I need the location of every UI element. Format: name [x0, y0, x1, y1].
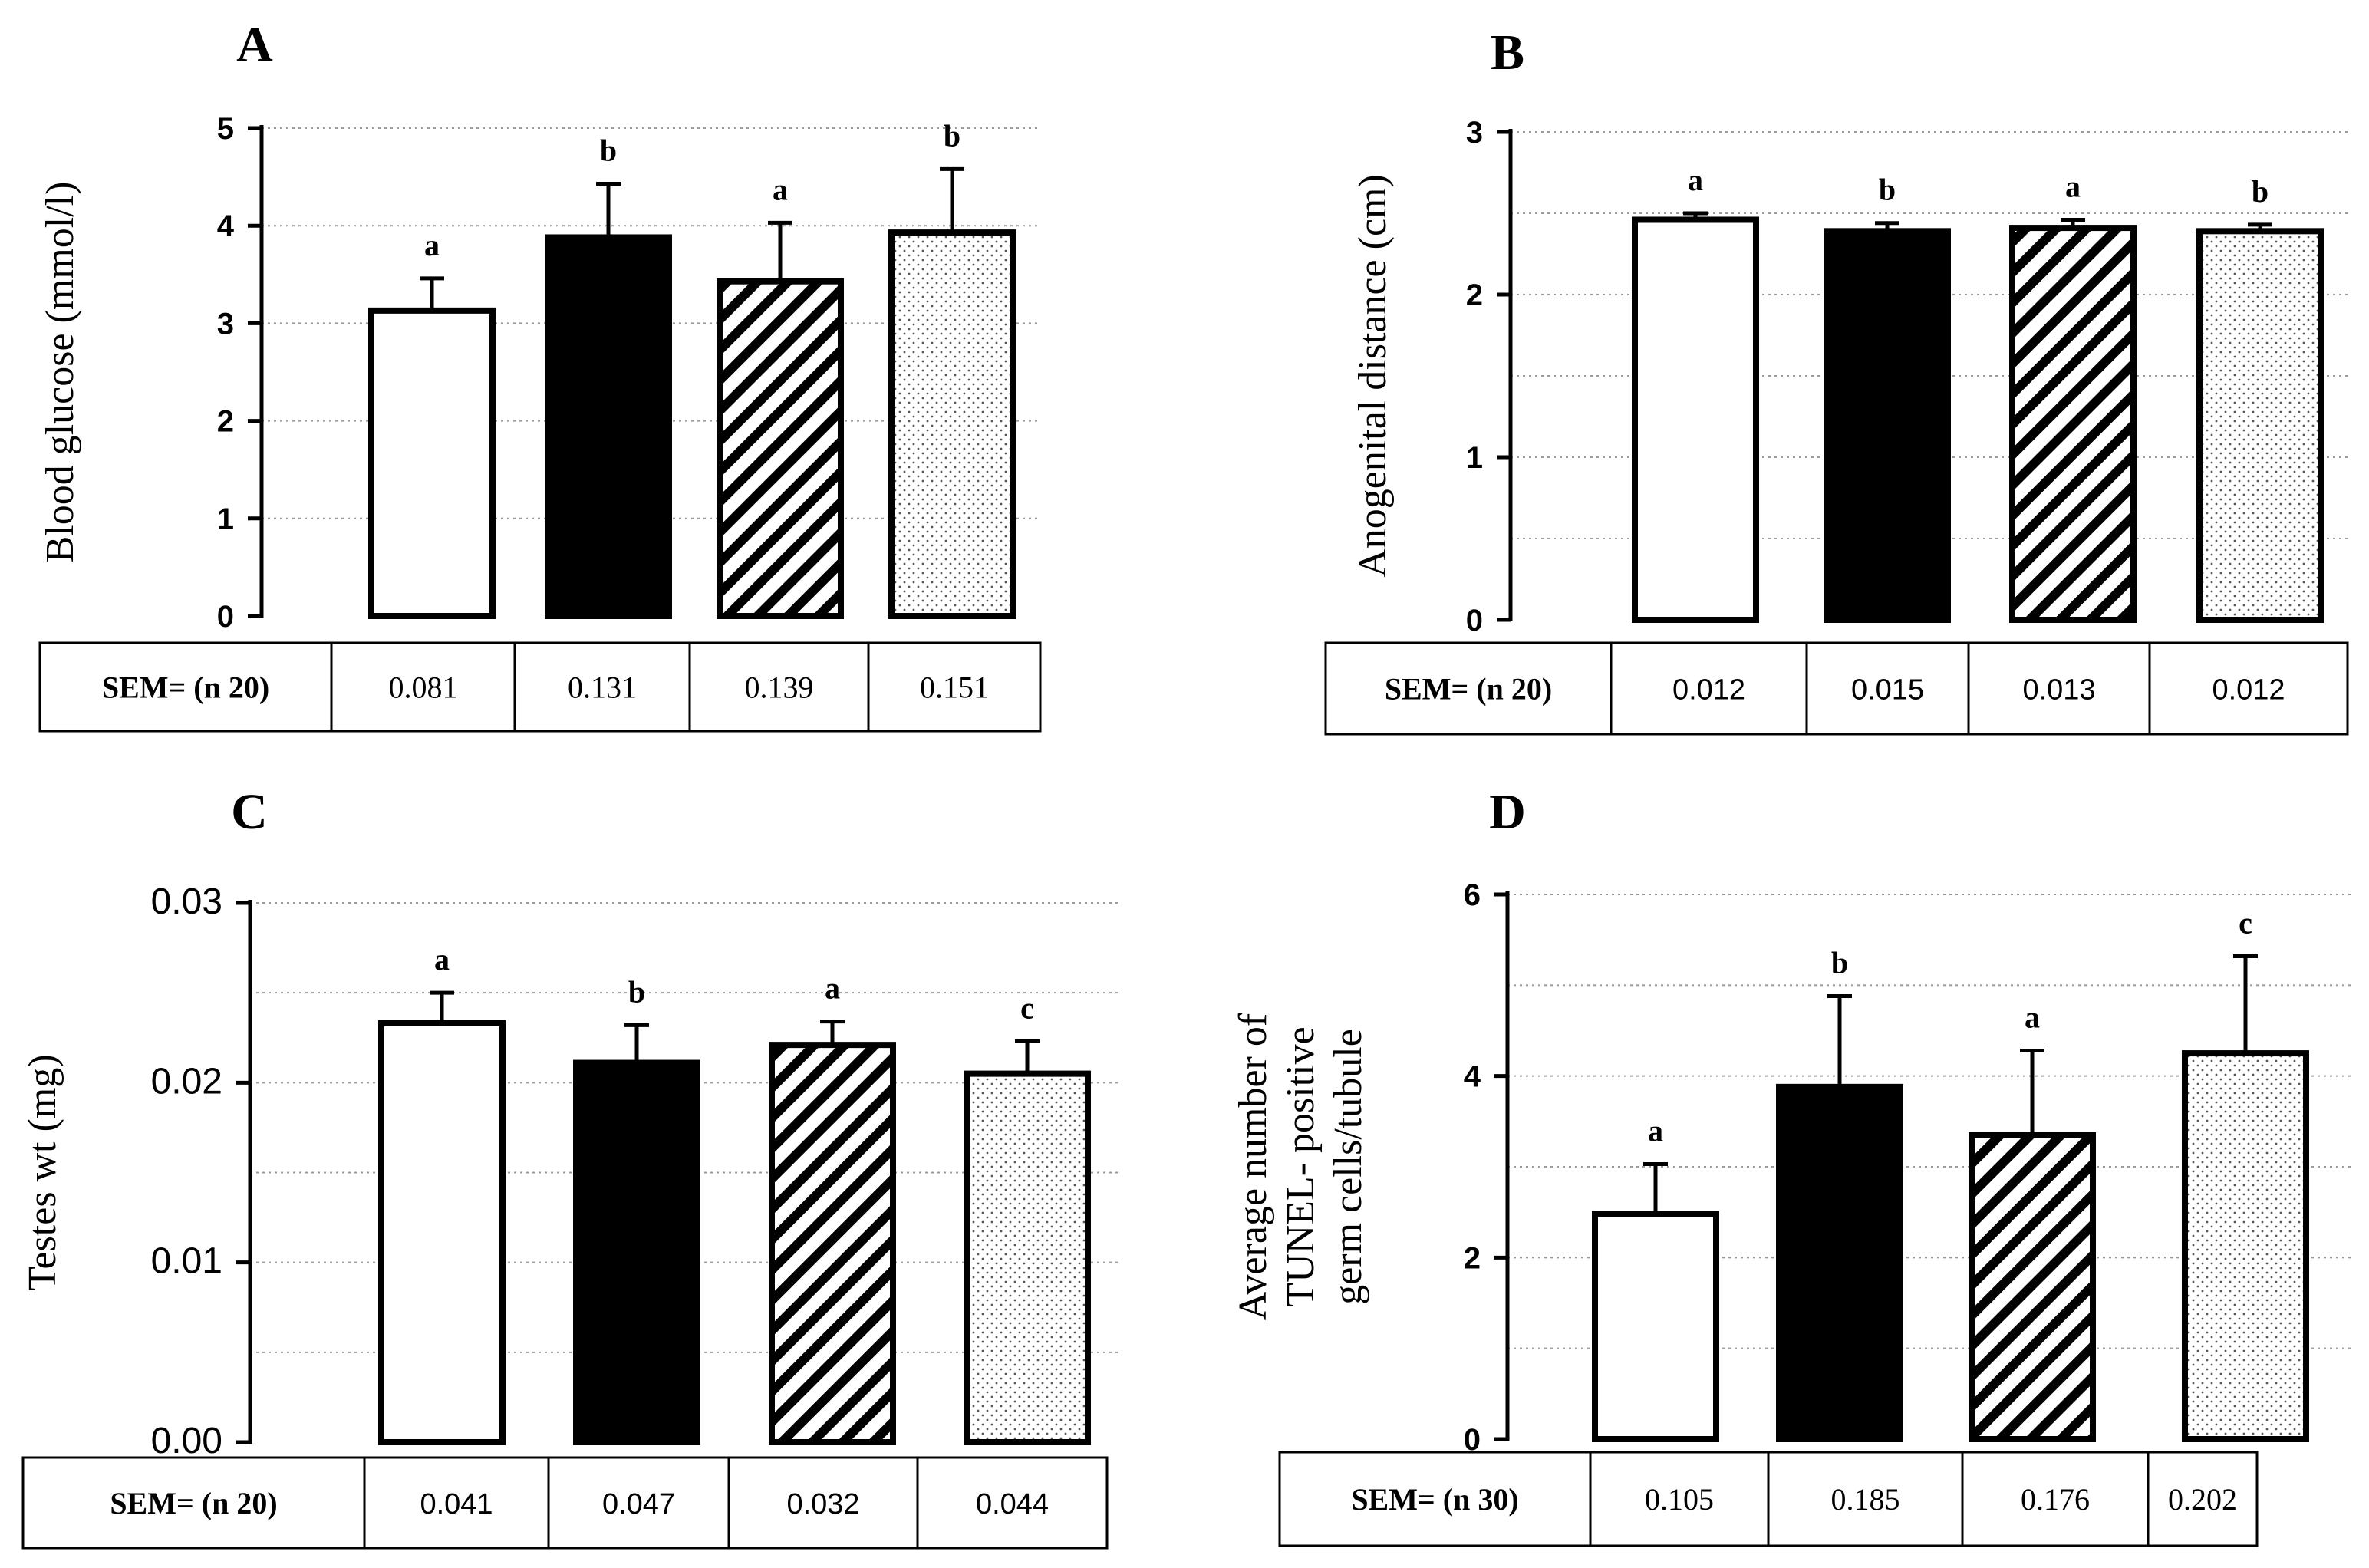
sem-value: 0.047 — [602, 1488, 675, 1520]
sem-value: 0.032 — [786, 1488, 859, 1520]
bar — [888, 229, 1016, 619]
significance-label: a — [2025, 1000, 2040, 1035]
bar — [2182, 1050, 2309, 1443]
y-tick-label: 2 — [1466, 278, 1483, 312]
y-tick-label: 3 — [217, 307, 234, 341]
panel-letter: B — [1491, 25, 1524, 81]
bar — [545, 234, 672, 619]
significance-label: a — [424, 228, 440, 262]
significance-label: b — [1831, 946, 1848, 980]
y-tick-label: 3 — [1466, 116, 1483, 150]
y-axis-label: Average number of — [1231, 1013, 1275, 1320]
bar — [368, 307, 496, 619]
panel-a: A 0 1 2 3 4 5 Blood glucose (mmol/l) a b a b SEM= (n… — [38, 17, 1042, 733]
bar — [1824, 228, 1951, 623]
panel-letter: C — [231, 784, 268, 840]
panel-c: C 0.00 0.01 0.02 0.03 Testes wt (mg) a b a c SEM= … — [21, 784, 1120, 1550]
y-axis-label: Blood glucose (mmol/l) — [38, 182, 82, 563]
significance-label: a — [1688, 163, 1703, 197]
y-tick-label: 0.01 — [151, 1241, 222, 1282]
sem-value: 0.139 — [745, 670, 814, 705]
significance-label: a — [825, 971, 840, 1006]
bar — [2196, 228, 2324, 623]
panel-letter: D — [1489, 784, 1526, 840]
sem-label: SEM= (n 20) — [102, 670, 269, 705]
significance-label: a — [2065, 169, 2081, 203]
sem-table — [21, 1456, 1109, 1550]
sem-value: 0.012 — [2212, 674, 2285, 707]
y-axis-label: germ cells/tubule — [1326, 1029, 1370, 1305]
significance-label: b — [2252, 174, 2269, 209]
bar — [1776, 1083, 1903, 1443]
y-tick-label: 4 — [1464, 1060, 1481, 1094]
bar — [573, 1059, 700, 1445]
sem-value: 0.105 — [1645, 1482, 1714, 1517]
significance-label: a — [1648, 1113, 1663, 1148]
sem-value: 0.044 — [976, 1488, 1049, 1520]
sem-value: 0.185 — [1831, 1482, 1900, 1517]
significance-label: b — [628, 974, 645, 1009]
significance-label: c — [1020, 990, 1034, 1025]
y-tick-label: 0 — [1464, 1423, 1481, 1457]
panel-b: B 0 1 2 3 Anogenital distance (cm) a b a b SEM= (n… — [1324, 25, 2349, 736]
sem-label: SEM= (n 20) — [110, 1486, 277, 1520]
sem-table — [38, 641, 1042, 733]
sem-value: 0.081 — [389, 670, 458, 705]
panel-d: D 0 2 4 6 Average number of TUNEL- positive ger… — [1231, 784, 2351, 1547]
significance-label: b — [1879, 173, 1896, 207]
y-tick-label: 0.00 — [151, 1421, 222, 1461]
sem-value: 0.151 — [920, 670, 989, 705]
sem-value: 0.041 — [420, 1488, 493, 1520]
bar — [1969, 1132, 2096, 1443]
bar — [1592, 1211, 1719, 1442]
y-tick-label: 5 — [217, 112, 234, 146]
y-axis-label: Anogenital distance (cm) — [1351, 174, 1395, 578]
bar — [964, 1070, 1091, 1446]
bar — [378, 1020, 506, 1445]
sem-value: 0.176 — [2021, 1482, 2090, 1517]
bar — [717, 278, 844, 619]
sem-label: SEM= (n 20) — [1385, 672, 1552, 707]
sem-value: 0.131 — [568, 670, 637, 705]
y-tick-label: 0 — [217, 600, 234, 634]
significance-label: b — [600, 133, 617, 168]
panel-letter: A — [236, 17, 273, 73]
significance-label: b — [944, 118, 960, 153]
y-axis-label: Testes wt (mg) — [21, 1054, 64, 1290]
y-axis-label: TUNEL- positive — [1279, 1026, 1323, 1306]
sem-value: 0.202 — [2168, 1482, 2237, 1517]
y-tick-label: 1 — [1466, 441, 1483, 475]
sem-table — [1324, 641, 2349, 736]
y-tick-label: 2 — [1464, 1241, 1481, 1275]
bar — [2009, 225, 2137, 623]
bar — [1632, 216, 1759, 624]
y-tick-label: 0.03 — [151, 881, 222, 922]
sem-value: 0.012 — [1672, 674, 1745, 707]
sem-label: SEM= (n 30) — [1351, 1482, 1518, 1517]
y-tick-label: 0.02 — [151, 1061, 222, 1102]
sem-value: 0.013 — [2022, 674, 2095, 707]
bar — [769, 1042, 896, 1445]
sem-value: 0.015 — [1851, 674, 1924, 707]
y-tick-label: 2 — [217, 405, 234, 439]
y-tick-label: 6 — [1464, 878, 1481, 912]
y-tick-label: 1 — [217, 502, 234, 536]
y-tick-label: 0 — [1466, 604, 1483, 637]
y-tick-label: 4 — [217, 209, 235, 243]
significance-label: c — [2239, 905, 2252, 940]
significance-label: a — [773, 172, 788, 206]
significance-label: a — [434, 942, 450, 977]
